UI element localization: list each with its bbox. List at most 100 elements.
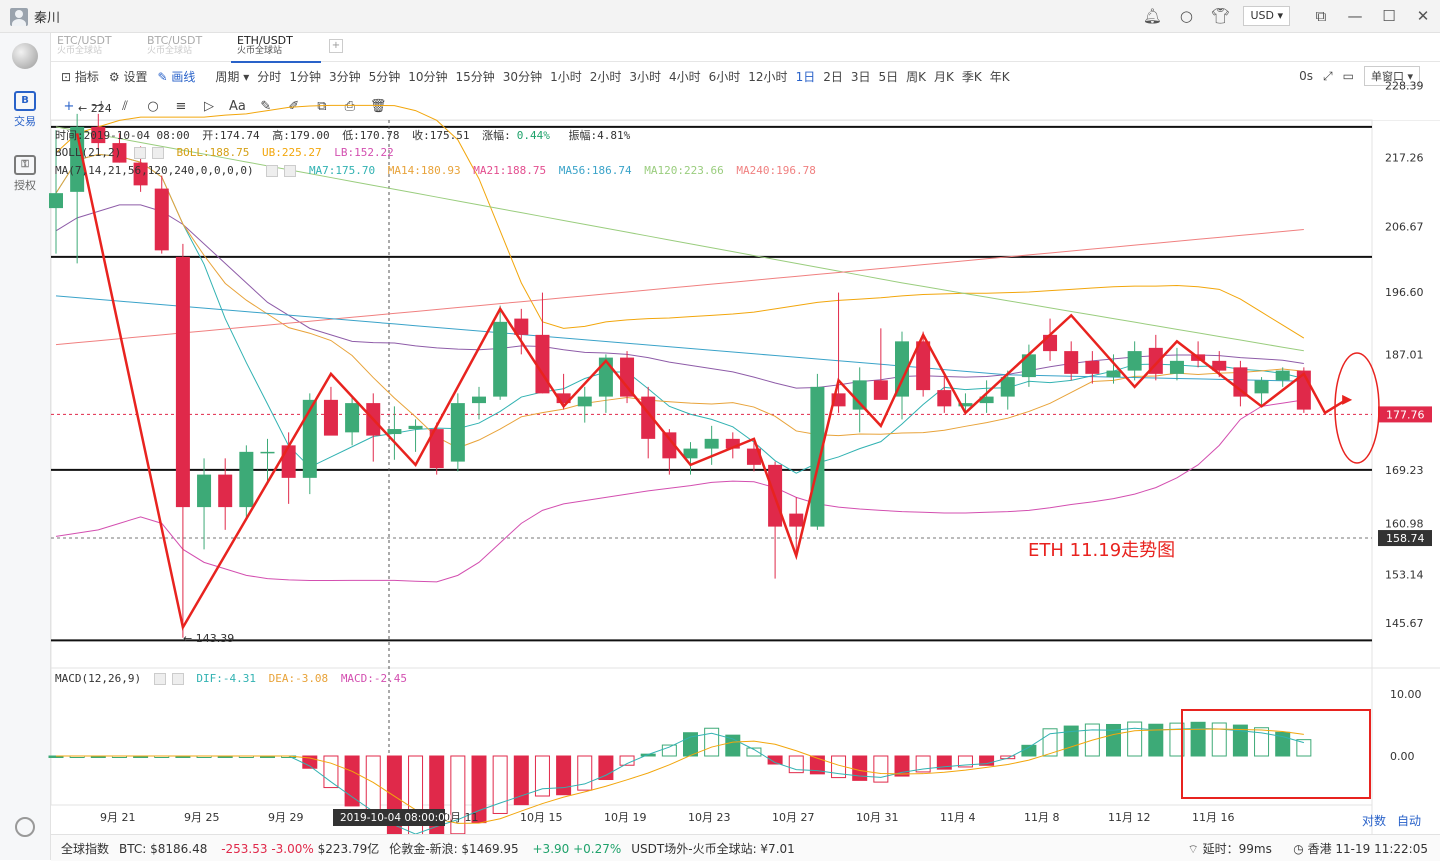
period-dropdown[interactable]: 周期 ▾ <box>215 68 249 85</box>
settings-hex-icon[interactable] <box>15 817 35 837</box>
candle-58 <box>1275 367 1290 387</box>
period-8[interactable]: 2小时 <box>589 69 622 84</box>
period-13[interactable]: 1日 <box>795 69 816 84</box>
candle-body <box>218 474 233 508</box>
candle-body <box>1064 351 1079 374</box>
candle-body <box>704 438 719 449</box>
restore-icon[interactable]: ⧉ <box>1315 7 1327 25</box>
draw-tool-10-icon[interactable]: ⎙ <box>344 98 356 114</box>
macd-tick-10: 10.00 <box>1390 688 1422 701</box>
ma7: MA7:175.70 <box>308 164 376 177</box>
period-10[interactable]: 4小时 <box>669 69 701 84</box>
draw-tool-8-icon[interactable]: ✐ <box>288 98 300 114</box>
draw-tool-5-icon[interactable]: ▷ <box>204 98 214 114</box>
title-bar: 秦川 🔔︎ ○ 👕︎ USD ▾ ⧉ — ☐ ✕ <box>0 0 1440 33</box>
macd-bar-42 <box>936 755 952 770</box>
tab-sub: 火币全球站 <box>57 46 103 56</box>
shirt-icon[interactable]: 👕︎ <box>1210 7 1230 25</box>
draw-tool-2-icon[interactable]: ⫽ <box>122 98 128 114</box>
ohlc-open: 开:174.74 <box>202 129 260 142</box>
period-14[interactable]: 2日 <box>823 69 843 84</box>
tab-btc-usdt[interactable]: BTC/USDT 火币全球站 <box>141 33 231 61</box>
x-tick-4: 10月 11 <box>436 811 479 824</box>
draw-tool-0-icon[interactable]: + <box>63 98 75 114</box>
period-12[interactable]: 12小时 <box>748 69 788 84</box>
rail-item-trade-label: 交易 <box>14 115 36 128</box>
window-mode-select[interactable]: 单窗口 ▾ <box>1363 66 1420 86</box>
candle-11 <box>281 432 296 504</box>
rail-item-trade[interactable]: B 交易 <box>0 91 50 129</box>
draw-tool-7-icon[interactable]: ✎ <box>260 98 272 114</box>
layout-icon[interactable]: ▭ <box>1342 69 1354 83</box>
boll-mid: BOLL:188.75 <box>176 146 250 159</box>
boll-settings-icon[interactable] <box>133 147 146 159</box>
period-4[interactable]: 10分钟 <box>408 69 448 84</box>
draw-button[interactable]: ✎ 画线 <box>158 68 196 85</box>
macd-dif: DIF:-4.31 <box>196 672 256 685</box>
fullscreen-icon[interactable]: ⤢ <box>1323 68 1333 83</box>
pencil-icon: ✎ <box>157 69 168 84</box>
draw-tool-6-icon[interactable]: Aa <box>229 98 246 114</box>
period-1[interactable]: 1分钟 <box>289 69 321 84</box>
macd-close-icon[interactable] <box>171 673 184 685</box>
candle-body <box>598 357 613 397</box>
period-2[interactable]: 3分钟 <box>328 69 361 84</box>
settings-button[interactable]: ⚙ 设置 <box>109 68 148 85</box>
macd-settings-icon[interactable] <box>153 673 166 685</box>
maximize-icon[interactable]: ☐ <box>1382 7 1396 25</box>
draw-tool-1-icon[interactable]: ⊣ <box>91 98 103 114</box>
period-17[interactable]: 周K <box>906 69 926 84</box>
period-3[interactable]: 5分钟 <box>368 69 401 84</box>
ma-settings-icon[interactable] <box>266 165 279 177</box>
boll-lower-line <box>55 399 1304 583</box>
log-scale-toggle[interactable]: 对数 <box>1362 814 1387 828</box>
global-index-button[interactable]: 全球指数 <box>61 841 110 856</box>
period-5[interactable]: 15分钟 <box>455 69 495 84</box>
candle-body <box>133 162 148 186</box>
draw-tool-11-icon[interactable]: 🗑 <box>369 98 387 114</box>
period-list: 分时 1分钟 3分钟 5分钟 10分钟 15分钟 30分钟 1小时 2小时 3小时 4小时 6小时 12… <box>249 68 1009 85</box>
period-18[interactable]: 月K <box>934 69 954 84</box>
candle-44 <box>979 380 994 413</box>
period-7[interactable]: 1小时 <box>550 69 582 84</box>
draw-tool-3-icon[interactable]: ○ <box>147 98 159 114</box>
period-19[interactable]: 季K <box>961 69 982 84</box>
tab-sub: 火币全球站 <box>147 46 193 56</box>
candle-3 <box>112 133 127 163</box>
tab-label: BTC/USDT <box>147 34 203 47</box>
period-16[interactable]: 5日 <box>878 69 899 84</box>
candle-body <box>1275 370 1290 381</box>
bell-icon[interactable]: 🔔︎ <box>1142 7 1162 25</box>
ohlc-change-value: 0.44% <box>516 129 550 142</box>
period-0[interactable]: 分时 <box>257 69 282 84</box>
period-15[interactable]: 3日 <box>850 69 871 84</box>
candle-body <box>1254 380 1269 394</box>
boll-close-icon[interactable] <box>151 147 164 159</box>
candle-6 <box>175 243 190 638</box>
add-tab-icon[interactable]: + <box>329 39 343 53</box>
period-11[interactable]: 6小时 <box>708 69 741 84</box>
close-icon[interactable]: ✕ <box>1416 7 1430 25</box>
period-6[interactable]: 30分钟 <box>502 69 543 84</box>
indicator-button[interactable]: ⊡ 指标 <box>61 68 99 85</box>
tab-label: ETC/USDT <box>57 34 112 47</box>
auto-scale-toggle[interactable]: 自动 <box>1397 814 1422 828</box>
candle-body <box>1212 360 1227 371</box>
period-9[interactable]: 3小时 <box>629 69 661 84</box>
tab-eth-usdt[interactable]: ETH/USDT 火币全球站 <box>231 33 321 63</box>
candle-body <box>1043 334 1058 352</box>
period-20[interactable]: 年K <box>989 69 1010 84</box>
candle-body <box>916 341 931 391</box>
user-account[interactable]: 秦川 <box>10 7 60 26</box>
tab-etc-usdt[interactable]: ETC/USDT 火币全球站 <box>51 33 141 61</box>
minimize-icon[interactable]: — <box>1347 7 1363 25</box>
ohlc-info: 时间:2019-10-04 08:00 开:174.74 高:179.00 低:… <box>55 127 636 143</box>
draw-tool-4-icon[interactable]: ≡ <box>175 98 187 114</box>
candle-25 <box>577 386 592 423</box>
currency-select[interactable]: USD ▾ <box>1243 6 1290 26</box>
x-tick-9: 10月 31 <box>856 811 899 824</box>
ma-close-icon[interactable] <box>284 165 297 177</box>
rail-item-authorize[interactable]: ⚿ 授权 <box>0 155 50 193</box>
search-icon[interactable]: ○ <box>1179 7 1193 25</box>
